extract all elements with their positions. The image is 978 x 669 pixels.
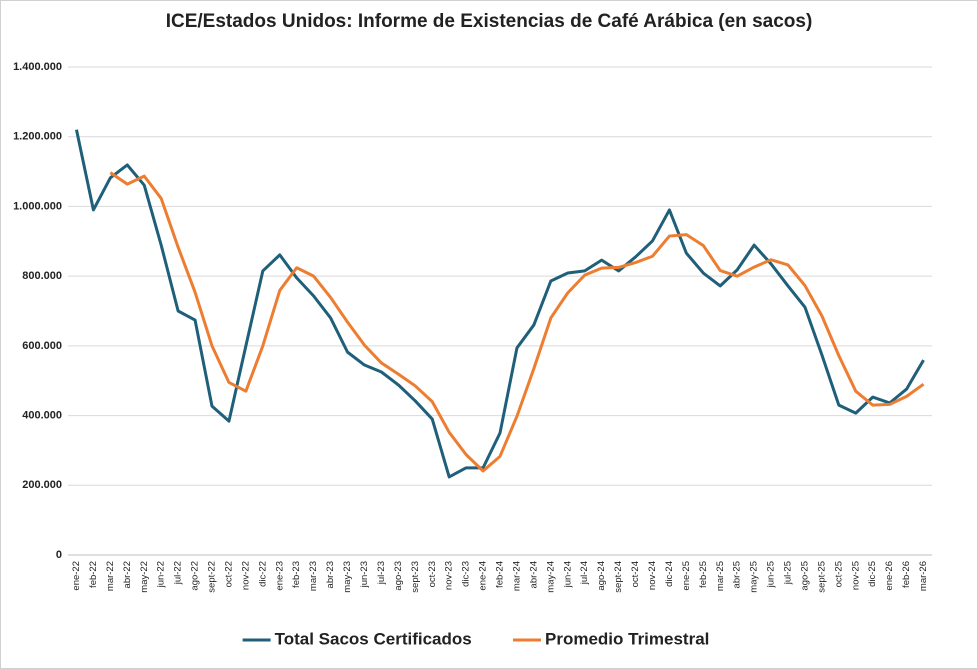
x-tick-label: feb-26 <box>901 561 912 588</box>
x-tick-label: ago-23 <box>393 561 404 591</box>
x-tick-label: oct-23 <box>427 561 438 587</box>
x-tick-label: jul-25 <box>783 561 794 585</box>
x-tick-label: feb-23 <box>291 561 302 588</box>
x-tick-label: oct-25 <box>833 561 844 587</box>
x-tick-label: nov-24 <box>647 561 658 590</box>
x-tick-label: ago-24 <box>596 561 607 591</box>
x-tick-label: feb-25 <box>698 561 709 588</box>
x-tick-label: nov-25 <box>850 561 861 590</box>
x-tick-label: abr-25 <box>732 561 743 588</box>
x-tick-label: jun-25 <box>766 561 777 588</box>
series-line <box>75 129 925 479</box>
chart-title: ICE/Estados Unidos: Informe de Existenci… <box>166 11 813 32</box>
x-tick-label: ene-22 <box>71 561 82 591</box>
x-tick-label: sept-24 <box>613 561 624 593</box>
x-tick-label: ago-22 <box>190 561 201 591</box>
x-tick-label: dic-25 <box>867 561 878 587</box>
x-tick-label: mar-23 <box>308 561 319 591</box>
x-tick-label: ene-26 <box>884 561 895 591</box>
x-tick-label: sept-22 <box>207 561 218 593</box>
x-tick-label: feb-24 <box>495 561 506 588</box>
y-tick-label: 0 <box>56 549 62 561</box>
x-tick-label: ene-25 <box>681 561 692 591</box>
x-tick-label: may-25 <box>749 561 760 593</box>
x-tick-label: nov-23 <box>444 561 455 590</box>
x-tick-label: abr-22 <box>122 561 133 588</box>
legend-label: Total Sacos Certificados <box>275 629 472 648</box>
series-line <box>109 171 925 473</box>
x-tick-label: oct-22 <box>223 561 234 587</box>
x-tick-label: dic-23 <box>461 561 472 587</box>
x-tick-label: oct-24 <box>630 561 641 587</box>
x-tick-label: sept-23 <box>410 561 421 593</box>
x-tick-label: jun-24 <box>562 561 573 588</box>
x-tick-label: feb-22 <box>88 561 99 588</box>
x-tick-label: ene-24 <box>478 561 489 591</box>
x-tick-label: nov-22 <box>240 561 251 590</box>
x-tick-label: jun-23 <box>359 561 370 588</box>
y-tick-label: 600.000 <box>22 340 62 352</box>
x-tick-label: ago-25 <box>799 561 810 591</box>
x-tick-label: sept-25 <box>816 561 827 593</box>
x-tick-label: jun-22 <box>156 561 167 588</box>
y-tick-label: 1.400.000 <box>13 61 62 73</box>
y-tick-label: 1.200.000 <box>13 131 62 143</box>
x-tick-label: abr-23 <box>325 561 336 588</box>
y-tick-label: 800.000 <box>22 270 62 282</box>
y-tick-label: 400.000 <box>22 409 62 421</box>
y-tick-label: 200.000 <box>22 479 62 491</box>
x-tick-label: dic-22 <box>257 561 268 587</box>
x-tick-label: mar-24 <box>511 561 522 591</box>
x-tick-label: jul-24 <box>579 561 590 585</box>
x-tick-label: may-24 <box>545 561 556 593</box>
x-tick-label: mar-22 <box>105 561 116 591</box>
x-tick-label: abr-24 <box>528 561 539 588</box>
x-tick-label: jul-23 <box>376 561 387 585</box>
legend-label: Promedio Trimestral <box>545 629 709 648</box>
x-tick-label: mar-25 <box>715 561 726 591</box>
x-tick-label: ene-23 <box>274 561 285 591</box>
x-tick-label: mar-26 <box>918 561 929 591</box>
x-tick-label: dic-24 <box>664 561 675 587</box>
y-tick-label: 1.000.000 <box>13 200 62 212</box>
x-tick-label: may-22 <box>139 561 150 593</box>
x-tick-label: may-23 <box>342 561 353 593</box>
x-tick-label: jul-22 <box>173 561 184 585</box>
